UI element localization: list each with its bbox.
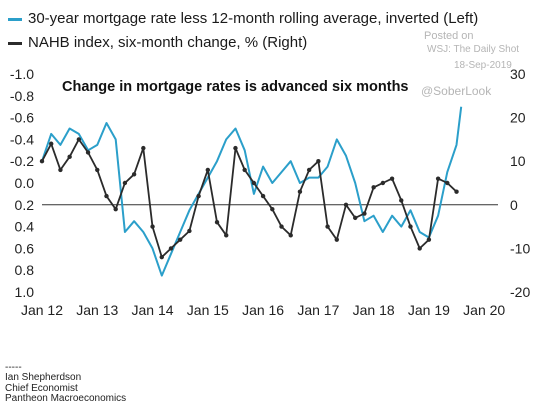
y-left-tick-label: 0.8 [15,262,35,278]
footer-separator: ----- [5,362,22,373]
data-point-nahb [242,167,247,173]
data-point-nahb [224,233,229,238]
x-tick-label: Jan 13 [76,302,118,318]
data-point-nahb [445,180,450,186]
data-point-nahb [49,141,54,146]
chart-axes: -1.0 -0.8 -0.6 -0.4 -0.2 0.0 0.2 0.4 0.6 0.8 1.0 30… [10,66,531,318]
data-point-nahb [343,202,349,207]
data-point-nahb [85,150,91,155]
watermark-handle: @SoberLook [421,84,492,98]
y-left-tick-label: 0.4 [15,219,35,235]
x-tick-label: Jan 14 [132,302,174,318]
data-point-nahb [325,224,330,229]
data-point-nahb [316,159,321,164]
data-point-nahb [454,189,459,194]
data-point-nahb [362,211,367,216]
data-point-nahb [122,180,128,186]
data-point-nahb [205,167,211,173]
y-right-tick-label: 0 [510,197,518,213]
data-point-nahb [214,220,220,225]
data-point-nahb [196,193,201,199]
watermark-source: WSJ: The Daily Shot [427,44,520,55]
data-point-nahb [306,167,312,173]
y-right-tick-label: -20 [510,284,530,300]
y-left-tick-label: -0.8 [10,88,34,104]
data-point-nahb [159,254,164,260]
x-tick-label: Jan 17 [297,302,339,318]
x-tick-label: Jan 19 [408,302,450,318]
footer-organization: Pantheon Macroeconomics [5,393,127,404]
legend-swatch-mortgage [8,17,22,21]
legend-label-mortgage: 30-year mortgage rate less 12-month roll… [28,10,479,27]
y-right-tick-label: 20 [510,110,526,126]
x-tick-label: Jan 15 [187,302,229,318]
data-point-nahb [187,228,192,234]
data-point-nahb [131,172,137,177]
data-point-nahb [113,206,118,212]
y-left-tick-label: -1.0 [10,66,34,82]
data-point-nahb [67,154,72,160]
data-point-nahb [95,167,100,173]
data-point-nahb [297,189,303,194]
watermark-date: 18-Sep-2019 [454,60,512,71]
y-left-tick-label: -0.4 [10,131,34,147]
x-tick-label: Jan 16 [242,302,284,318]
data-point-nahb [399,198,404,203]
chart-annotation: Change in mortgage rates is advanced six… [62,79,409,95]
x-tick-label: Jan 12 [21,302,63,318]
y-right-tick-label: -10 [510,240,530,256]
footer-author: Ian Shepherdson [5,372,82,383]
legend-item-nahb: NAHB index, six-month change, % (Right) [8,34,307,51]
legend-swatch-nahb [8,41,22,45]
y-left-tick-label: 1.0 [15,284,35,300]
data-point-nahb [426,237,432,242]
series-line-nahb [41,138,458,258]
data-point-nahb [279,224,284,229]
data-point-nahb [260,193,266,199]
y-left-tick-label: 0.2 [15,197,35,213]
y-left-tick-label: -0.2 [10,153,34,169]
data-point-nahb [270,206,275,212]
data-point-nahb [251,180,257,186]
watermark-posted: Posted on [424,30,474,42]
data-point-nahb [417,246,422,251]
y-left-tick-label: 0.6 [15,240,35,256]
x-tick-label: Jan 20 [463,302,505,318]
data-point-nahb [353,215,358,221]
y-right-tick-label: 10 [510,153,526,169]
y-left-tick-label: 0.0 [15,175,35,191]
data-point-nahb [177,237,183,242]
data-point-nahb [334,237,339,242]
data-point-nahb [389,176,395,181]
y-right-tick-label: 30 [510,66,526,82]
data-point-nahb [141,145,146,151]
data-point-nahb [380,180,386,186]
data-point-nahb [104,193,109,199]
data-point-nahb [233,145,238,151]
data-point-nahb [39,159,45,164]
data-point-nahb [168,246,174,251]
series-line-mortgage [41,106,463,277]
y-left-tick-label: -0.6 [10,110,34,126]
data-point-nahb [150,224,155,229]
data-point-nahb [435,176,441,181]
legend-label-nahb: NAHB index, six-month change, % (Right) [28,34,308,51]
data-point-nahb [371,185,376,190]
legend-item-mortgage: 30-year mortgage rate less 12-month roll… [8,10,478,27]
data-point-nahb [408,224,413,229]
x-tick-label: Jan 18 [353,302,395,318]
data-point-nahb [58,167,63,173]
data-point-nahb [76,137,82,142]
data-point-nahb [288,233,293,238]
footer-author-title: Chief Economist [5,383,78,394]
chart-series [39,106,463,277]
